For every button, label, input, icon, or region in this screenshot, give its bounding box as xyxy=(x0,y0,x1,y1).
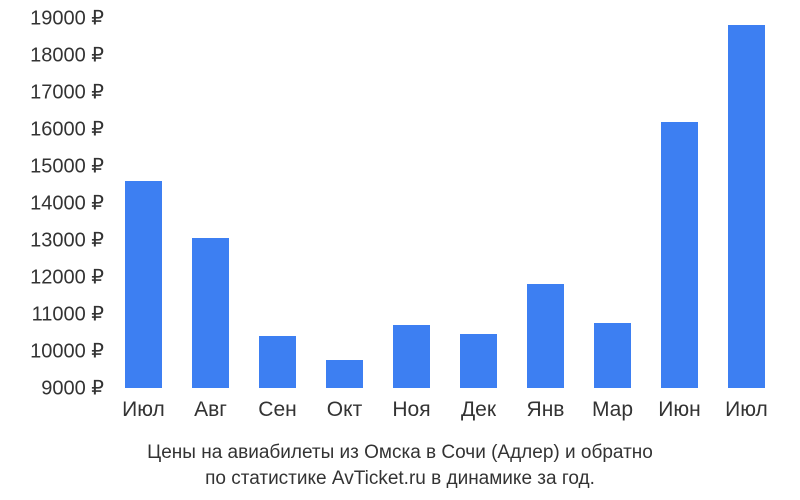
caption-line-2: по статистике AvTicket.ru в динамике за … xyxy=(205,468,595,489)
bar xyxy=(728,25,766,388)
x-tick-label: Янв xyxy=(527,388,565,422)
x-tick-label: Ноя xyxy=(392,388,430,422)
caption-line-1: Цены на авиабилеты из Омска в Сочи (Адле… xyxy=(147,442,653,463)
x-tick-label: Сен xyxy=(258,388,296,422)
x-tick-label: Июн xyxy=(658,388,700,422)
price-chart: 9000 ₽ 10000 ₽ 11000 ₽ 12000 ₽ 13000 ₽ 14000 … xyxy=(0,0,800,500)
bar xyxy=(326,360,364,388)
chart-caption: Цены на авиабилеты из Омска в Сочи (Адле… xyxy=(0,440,800,491)
bar xyxy=(527,284,565,388)
bar xyxy=(460,334,498,388)
bar xyxy=(259,336,297,388)
y-tick-label: 19000 ₽ xyxy=(30,6,110,31)
y-tick-label: 15000 ₽ xyxy=(30,154,110,179)
x-tick-label: Июл xyxy=(122,388,165,422)
y-tick-label: 18000 ₽ xyxy=(30,43,110,68)
bar xyxy=(594,323,632,388)
x-tick-label: Авг xyxy=(194,388,227,422)
x-tick-label: Июл xyxy=(725,388,768,422)
bar xyxy=(661,122,699,388)
y-tick-label: 12000 ₽ xyxy=(30,265,110,290)
y-tick-label: 13000 ₽ xyxy=(30,228,110,253)
y-tick-label: 9000 ₽ xyxy=(41,376,110,401)
plot-area: 9000 ₽10000 ₽11000 ₽12000 ₽13000 ₽14000 … xyxy=(110,18,780,388)
y-tick-label: 14000 ₽ xyxy=(30,191,110,216)
y-tick-label: 11000 ₽ xyxy=(32,302,110,327)
bar xyxy=(393,325,431,388)
x-tick-label: Дек xyxy=(461,388,496,422)
y-tick-label: 10000 ₽ xyxy=(30,339,110,364)
y-tick-label: 16000 ₽ xyxy=(30,117,110,142)
y-tick-label: 17000 ₽ xyxy=(30,80,110,105)
x-tick-label: Мар xyxy=(592,388,633,422)
x-tick-label: Окт xyxy=(327,388,362,422)
bar xyxy=(125,181,163,388)
bar xyxy=(192,238,230,388)
